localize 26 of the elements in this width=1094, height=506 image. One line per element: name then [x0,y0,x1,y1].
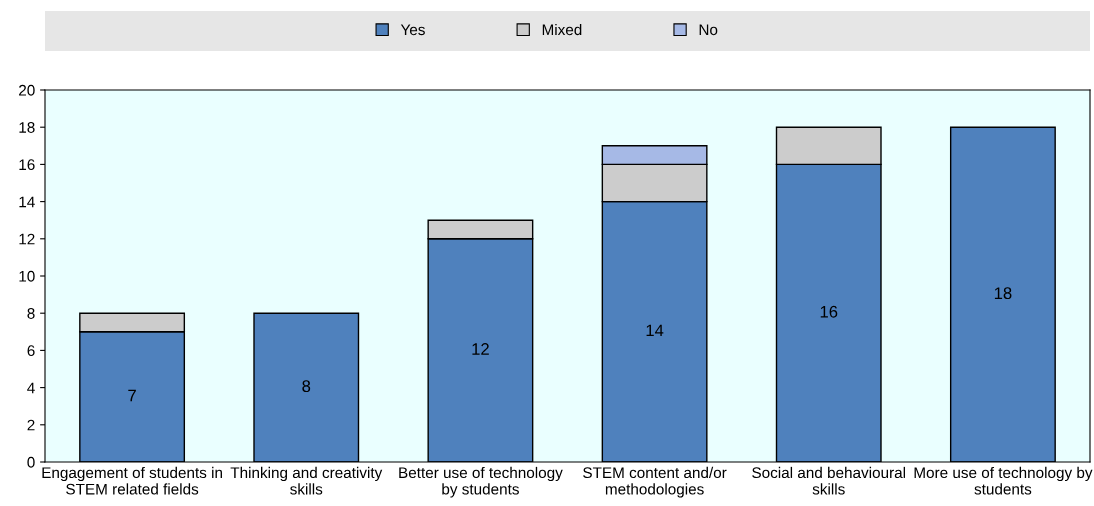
y-tick-label: 0 [27,456,35,468]
data-label: 14 [646,324,664,337]
data-label: 7 [128,389,136,402]
x-tick-label: STEM content and/or methodologies [583,466,727,498]
y-tick-label: 6 [27,345,35,357]
y-tick-label: 4 [27,382,35,394]
y-tick-label: 10 [19,270,35,282]
y-tick-label: 8 [27,308,35,319]
x-tick-label: More use of technology by students [914,466,1093,495]
y-tick-label: 18 [19,122,35,133]
y-tick-label: 2 [27,419,35,431]
x-tick-label: Better use of technology by students [399,466,563,498]
y-tick-label: 16 [19,159,35,171]
data-label: 16 [820,305,838,318]
data-label: 18 [994,287,1012,300]
legend-label: Yes [400,24,425,36]
y-tick-label: 20 [19,84,35,96]
x-tick-label: Thinking and creativity skills [230,466,383,495]
data-label: 12 [472,343,489,355]
x-tick-label: Engagement of students in STEM related fields [42,466,222,495]
y-tick-label: 12 [19,233,35,245]
x-tick-label: Social and behavioural skills [752,466,906,495]
legend-label: Mixed [542,23,582,36]
y-tick-label: 14 [19,196,35,208]
legend-label: No [699,24,718,36]
data-label: 8 [302,380,311,393]
